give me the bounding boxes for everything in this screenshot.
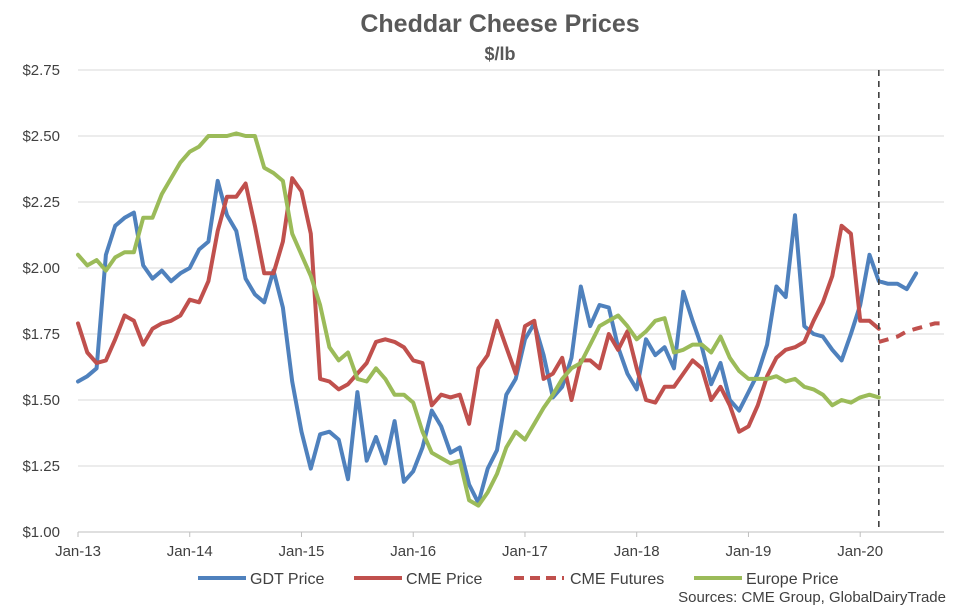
x-tick-label: Jan-16	[390, 543, 436, 560]
europe-price-series-line	[76, 131, 881, 508]
x-tick-label: Jan-15	[279, 543, 325, 560]
legend-label-europe-price: Europe Price	[746, 571, 839, 588]
y-tick-label: $2.25	[22, 194, 60, 211]
y-tick-label: $2.50	[22, 128, 60, 145]
y-tick-label: $2.75	[22, 62, 60, 79]
y-tick-label: $1.75	[22, 326, 60, 343]
legend-label-cme-price: CME Price	[406, 571, 483, 588]
legend-label-gdt-price: GDT Price	[250, 571, 324, 588]
chart-subtitle: $/lb	[484, 44, 515, 64]
legend: GDT Price CME Price CME Futures Europe Pric…	[198, 571, 839, 588]
y-tick-label: $2.00	[22, 260, 60, 277]
source-note: Sources: CME Group, GlobalDairyTrade	[678, 589, 946, 606]
x-axis-ticks: Jan-13 Jan-14 Jan-15 Jan-16 Jan-17 Jan-18 Jan-…	[55, 532, 883, 560]
x-tick-label: Jan-13	[55, 543, 101, 560]
y-tick-label: $1.25	[22, 458, 60, 475]
x-tick-label: Jan-17	[502, 543, 548, 560]
x-tick-label: Jan-20	[837, 543, 883, 560]
x-tick-label: Jan-18	[614, 543, 660, 560]
x-tick-label: Jan-19	[726, 543, 772, 560]
chart-title: Cheddar Cheese Prices	[360, 10, 639, 38]
x-tick-label: Jan-14	[167, 543, 213, 560]
gdt-price-series-line	[76, 178, 919, 505]
y-tick-label: $1.50	[22, 392, 60, 409]
cme-futures-series-line	[878, 321, 944, 344]
cme-price-series-line	[76, 176, 881, 434]
series-lines	[76, 131, 944, 508]
y-axis-ticks: $1.00 $1.25 $1.50 $1.75 $2.00 $2.25 $2.50 $2.75	[22, 62, 60, 541]
y-tick-label: $1.00	[22, 524, 60, 541]
legend-label-cme-futures: CME Futures	[570, 571, 664, 588]
